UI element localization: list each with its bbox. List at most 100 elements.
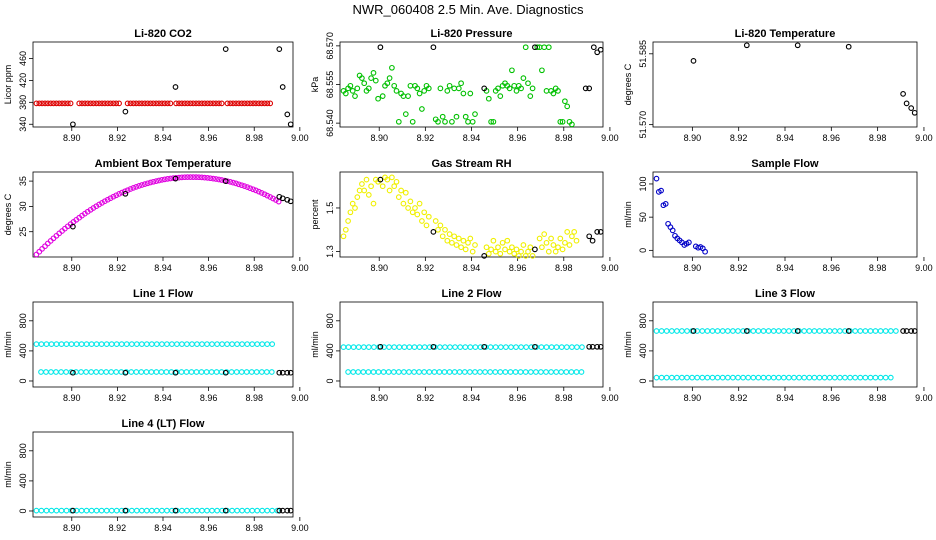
data-point: [534, 44, 541, 51]
data-point: [862, 328, 869, 334]
data-point: [857, 328, 864, 334]
data-point: [255, 100, 262, 107]
data-point: [93, 100, 100, 107]
data-point: [775, 328, 782, 334]
data-point: [446, 231, 453, 237]
data-point: [436, 369, 443, 375]
data-point: [377, 176, 384, 183]
x-tick-label: 8.92: [730, 263, 748, 273]
data-point: [735, 374, 741, 381]
data-point: [536, 235, 543, 242]
data-point: [189, 341, 195, 347]
panel-ambient: Ambient Box Temperature 8.90 8.92 8.94 8.96 8…: [3, 158, 309, 273]
data-point: [33, 341, 40, 347]
data-point: [451, 369, 458, 375]
data-point: [391, 344, 398, 350]
y-axis-label: degrees C: [3, 193, 13, 235]
x-tick-label: 8.98: [245, 263, 263, 273]
data-point: [153, 369, 160, 375]
x-tick-label: 8.92: [417, 263, 435, 273]
data-point: [138, 507, 145, 514]
data-point: [395, 194, 402, 200]
data-point: [872, 374, 879, 381]
data-point: [407, 198, 414, 205]
x-tick-label: 8.96: [823, 133, 841, 143]
data-point: [586, 233, 593, 240]
plot-frame: [652, 41, 918, 128]
data-point: [400, 200, 407, 207]
data-point: [33, 100, 40, 107]
data-point: [559, 118, 566, 125]
data-point: [564, 103, 571, 110]
data-point: [432, 218, 439, 224]
x-tick-label: 8.90: [370, 133, 388, 143]
data-point: [780, 328, 787, 334]
data-point: [164, 176, 171, 182]
data-point: [133, 369, 140, 375]
x-tick-label: 9.00: [291, 523, 309, 533]
data-point: [704, 328, 711, 334]
data-point: [179, 341, 185, 347]
data-point: [401, 369, 407, 375]
data-point: [110, 100, 117, 107]
data-point: [679, 374, 685, 381]
data-point: [76, 100, 83, 107]
x-tick-label: 8.92: [417, 133, 435, 143]
data-point: [363, 176, 370, 183]
data-point: [569, 233, 575, 240]
data-point: [663, 328, 670, 334]
data-point: [93, 341, 100, 347]
data-point: [557, 118, 564, 125]
data-point: [230, 100, 236, 107]
data-point: [259, 341, 266, 347]
data-point: [107, 100, 114, 107]
panel-co2: Li-820 CO2 8.90 8.92 8.94 8.96 8.98 9.00 340 380…: [3, 28, 309, 143]
data-point: [527, 244, 534, 251]
data-point: [222, 369, 229, 376]
data-point: [244, 184, 251, 190]
data-point: [58, 341, 65, 347]
data-point: [143, 369, 150, 375]
y-axis-label: Licor ppm: [3, 65, 13, 105]
data-point: [492, 369, 499, 375]
series-samples: [33, 174, 282, 258]
data-point: [780, 374, 787, 381]
data-point: [513, 88, 520, 94]
data-point: [359, 75, 365, 81]
data-point: [122, 108, 129, 115]
data-point: [569, 121, 575, 128]
data-point: [582, 85, 589, 92]
data-point: [201, 174, 208, 181]
data-point: [216, 100, 222, 107]
data-point: [511, 250, 518, 257]
y-tick-label: 800: [325, 313, 335, 328]
data-point: [386, 75, 393, 81]
data-point: [108, 507, 115, 514]
data-point: [113, 341, 120, 347]
data-point: [250, 100, 256, 107]
x-tick-label: 8.92: [109, 523, 127, 533]
data-point: [263, 369, 270, 375]
data-point: [760, 374, 767, 381]
x-tick-label: 9.00: [601, 133, 619, 143]
data-point: [457, 344, 464, 350]
data-point: [437, 222, 444, 229]
data-point: [396, 344, 403, 350]
data-point: [538, 344, 545, 350]
data-point: [287, 198, 294, 205]
data-point: [103, 341, 110, 347]
data-point: [70, 507, 76, 514]
data-point: [209, 341, 215, 347]
x-tick-label: 8.90: [63, 263, 81, 273]
data-point: [116, 100, 122, 107]
data-point: [472, 242, 478, 248]
data-point: [276, 369, 283, 376]
data-point: [264, 100, 271, 107]
data-point: [355, 344, 362, 350]
data-point: [347, 82, 354, 89]
y-tick-label: 0: [638, 378, 648, 383]
data-point: [53, 341, 60, 347]
data-point: [181, 174, 188, 181]
data-point: [684, 328, 690, 334]
panel-title: Ambient Box Temperature: [95, 158, 232, 170]
